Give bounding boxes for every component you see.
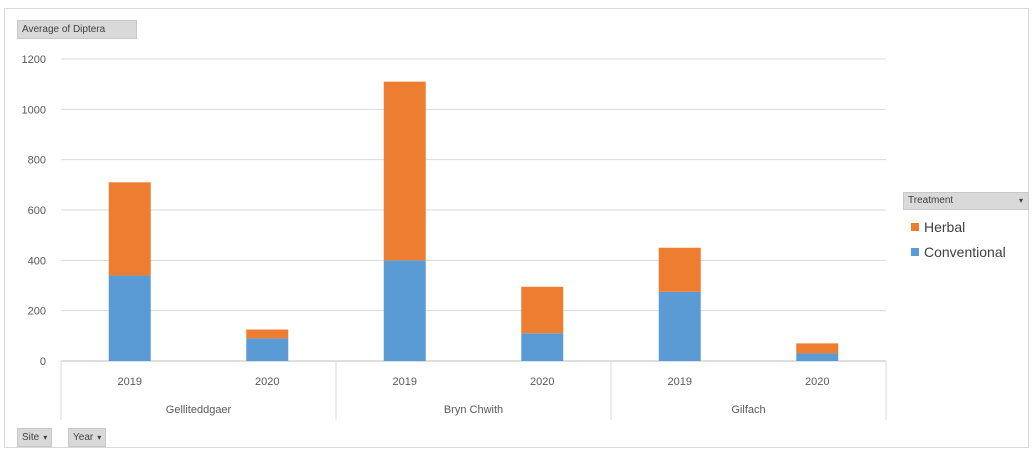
- group-label: Gelliteddgaer: [166, 404, 232, 416]
- bar-herbal-gilfach-2020: [796, 343, 839, 354]
- value-field-label: Average of Diptera: [22, 24, 106, 35]
- legend-item-herbal: Herbal: [911, 219, 1029, 235]
- chevron-down-icon: ▾: [1018, 196, 1023, 205]
- bar-conventional-bryn-chwith-2020: [521, 333, 564, 361]
- legend-label-conventional: Conventional: [924, 244, 1006, 260]
- y-tick-label: 400: [28, 255, 46, 267]
- x-tick-label: 2020: [805, 376, 829, 388]
- year-field-button[interactable]: Year ▾: [68, 428, 107, 447]
- legend-filter-button[interactable]: Treatment ▾: [903, 192, 1029, 210]
- x-tick-label: 2020: [530, 376, 554, 388]
- y-tick-label: 1200: [22, 54, 46, 66]
- group-label: Gilfach: [731, 404, 765, 416]
- y-tick-label: 1000: [22, 104, 46, 116]
- x-tick-label: 2019: [118, 376, 142, 388]
- y-tick-label: 0: [40, 356, 46, 368]
- bar-conventional-bryn-chwith-2019: [383, 260, 426, 361]
- bar-conventional-gelliteddgaer-2020: [246, 338, 289, 361]
- y-tick-label: 600: [28, 205, 46, 217]
- legend: Treatment ▾ Herbal Conventional: [903, 192, 1029, 260]
- chevron-down-icon: ▾: [97, 433, 102, 442]
- y-tick-label: 800: [28, 155, 46, 167]
- year-field-label: Year: [73, 432, 94, 443]
- bar-herbal-bryn-chwith-2019: [383, 81, 426, 261]
- bar-herbal-gelliteddgaer-2020: [246, 329, 289, 339]
- bar-herbal-gilfach-2019: [658, 247, 701, 292]
- group-label: Bryn Chwith: [444, 404, 503, 416]
- legend-swatch-herbal: [911, 223, 919, 231]
- bar-conventional-gilfach-2020: [796, 353, 839, 361]
- legend-label-herbal: Herbal: [924, 219, 966, 235]
- x-tick-label: 2019: [668, 376, 692, 388]
- legend-item-conventional: Conventional: [911, 244, 1029, 260]
- bar-conventional-gilfach-2019: [658, 291, 701, 361]
- x-tick-label: 2019: [393, 376, 417, 388]
- chart-frame: [4, 8, 1029, 448]
- value-field-button[interactable]: Average of Diptera: [17, 20, 137, 39]
- y-tick-label: 200: [28, 306, 46, 318]
- chevron-down-icon: ▾: [43, 433, 48, 442]
- bar-herbal-bryn-chwith-2020: [521, 286, 564, 334]
- bar-conventional-gelliteddgaer-2019: [108, 275, 151, 361]
- bar-herbal-gelliteddgaer-2019: [108, 182, 151, 276]
- site-field-button[interactable]: Site ▾: [17, 428, 53, 447]
- site-field-label: Site: [22, 432, 40, 443]
- x-tick-label: 2020: [255, 376, 279, 388]
- legend-swatch-conventional: [911, 248, 919, 256]
- legend-header-label: Treatment: [908, 195, 954, 206]
